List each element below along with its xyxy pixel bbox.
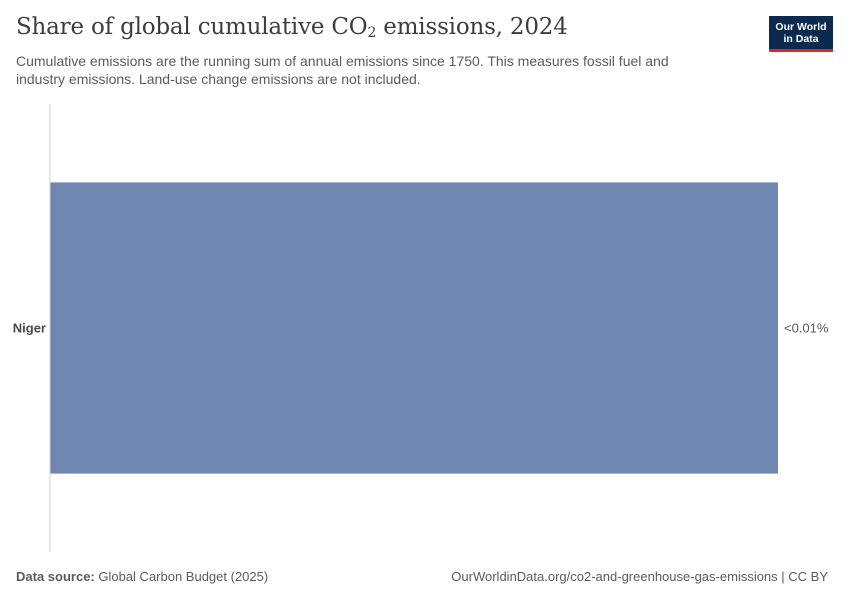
source-url-link[interactable]: OurWorldinData.org/co2-and-greenhouse-ga… <box>451 569 828 584</box>
data-source-text: Global Carbon Budget (2025) <box>94 569 269 584</box>
logo-line-2: in Data <box>783 32 819 45</box>
value-label: <0.01% <box>784 321 829 336</box>
logo-line-1: Our World <box>775 20 827 33</box>
chart-title: Share of global cumulative CO2 emissions… <box>16 14 568 41</box>
data-source-label: Data source: <box>16 569 95 584</box>
bar-niger <box>50 182 778 474</box>
owid-logo[interactable]: Our World in Data <box>769 16 833 52</box>
chart-title-tail: emissions, 2024 <box>376 14 568 40</box>
data-source: Data source: Global Carbon Budget (2025) <box>16 569 268 584</box>
chart-title-main: Share of global cumulative CO <box>16 14 368 40</box>
chart-title-subscript: 2 <box>367 25 377 41</box>
chart-subtitle: Cumulative emissions are the running sum… <box>16 53 669 87</box>
category-label: Niger <box>13 321 46 336</box>
